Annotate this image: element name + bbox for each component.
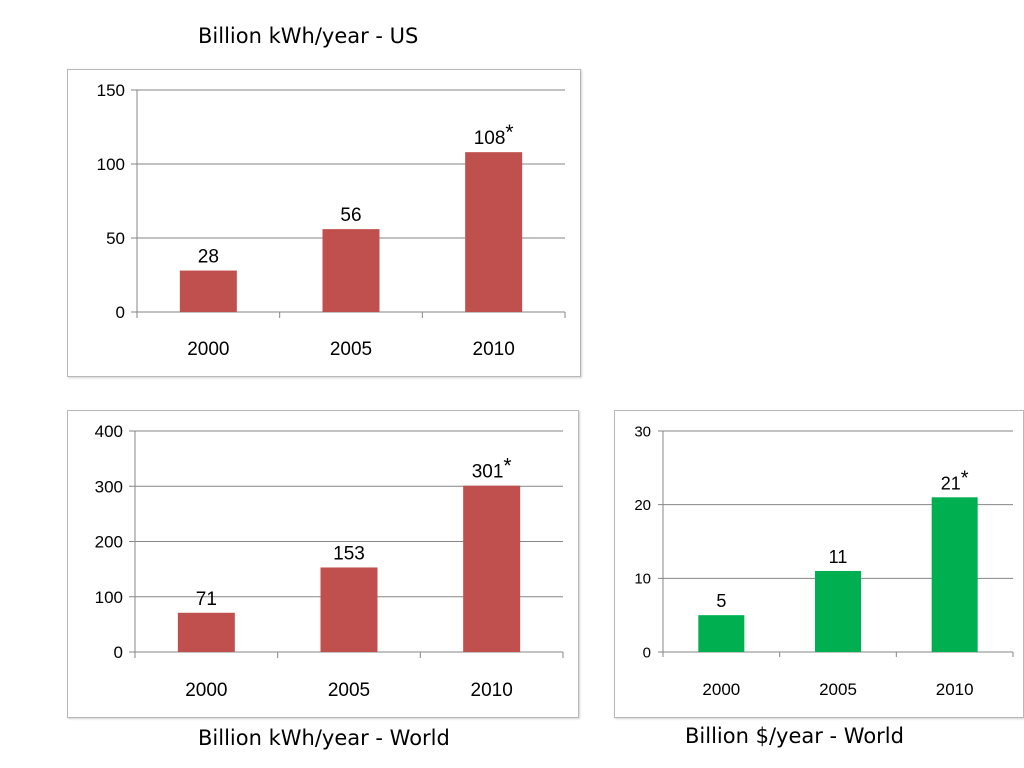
data-label: 21* bbox=[941, 467, 969, 493]
data-label-value: 301 bbox=[472, 462, 504, 483]
chart-panel-dollar: 0 10 20 30 5 2000 11 2005 21* 2010 bbox=[614, 410, 1024, 718]
x-tick-label: 2005 bbox=[328, 680, 370, 701]
x-tick-label: 2005 bbox=[330, 339, 372, 360]
x-tick-label: 2000 bbox=[185, 680, 227, 701]
data-label: 301* bbox=[472, 455, 512, 483]
bar-chart-world: 0 100 200 300 400 71 2000 153 2005 301* 2010 bbox=[95, 422, 564, 701]
y-tick-label: 100 bbox=[95, 588, 123, 607]
bar-chart-us: 0 50 100 150 28 2000 56 2005 108* 2010 bbox=[97, 81, 566, 360]
data-label: 5 bbox=[716, 591, 726, 611]
data-label-value: 5 bbox=[716, 591, 726, 611]
bar-chart-dollar: 0 10 20 30 5 2000 11 2005 21* 2010 bbox=[634, 423, 1014, 699]
data-label-value: 11 bbox=[829, 547, 848, 567]
y-tick-label: 150 bbox=[97, 81, 125, 100]
data-label: 153 bbox=[333, 543, 365, 564]
chart-title-dollar: Billion $/year - World bbox=[685, 724, 904, 748]
chart-title-world: Billion kWh/year - World bbox=[198, 726, 450, 750]
y-tick-label: 10 bbox=[634, 571, 651, 588]
y-tick-label: 400 bbox=[95, 422, 123, 441]
bar-2000 bbox=[177, 612, 235, 652]
y-tick-label: 50 bbox=[106, 229, 125, 248]
footnote-star: * bbox=[505, 121, 513, 144]
bar-2010 bbox=[931, 497, 978, 652]
bar-2005 bbox=[815, 570, 861, 652]
data-label-value: 56 bbox=[340, 205, 361, 226]
footnote-star: * bbox=[961, 467, 969, 489]
data-label-value: 71 bbox=[196, 589, 217, 610]
bar-2005 bbox=[320, 567, 378, 652]
x-tick-label: 2000 bbox=[702, 680, 740, 699]
chart-panel-world: 0 100 200 300 400 71 2000 153 2005 301* 2010 bbox=[67, 410, 579, 718]
y-tick-label: 0 bbox=[643, 644, 651, 661]
bar-2000 bbox=[698, 615, 745, 652]
data-label-value: 153 bbox=[333, 543, 365, 564]
y-tick-label: 20 bbox=[634, 497, 651, 514]
data-label-value: 28 bbox=[198, 247, 219, 268]
bar-2010 bbox=[465, 152, 523, 312]
data-label: 71 bbox=[196, 589, 217, 610]
bar-2005 bbox=[322, 229, 380, 312]
y-tick-label: 100 bbox=[97, 155, 125, 174]
chart-panel-us: 0 50 100 150 28 2000 56 2005 108* 2010 bbox=[67, 69, 581, 377]
data-label: 56 bbox=[340, 205, 361, 226]
data-label: 11 bbox=[829, 547, 848, 567]
x-tick-label: 2000 bbox=[187, 339, 229, 360]
bar-2000 bbox=[179, 270, 237, 312]
y-tick-label: 200 bbox=[95, 533, 123, 552]
y-tick-label: 0 bbox=[114, 643, 123, 662]
footnote-star: * bbox=[503, 455, 511, 478]
data-label: 108* bbox=[474, 121, 514, 149]
data-label-value: 108 bbox=[474, 128, 506, 149]
x-tick-label: 2010 bbox=[471, 680, 513, 701]
chart-title-us: Billion kWh/year - US bbox=[198, 24, 419, 48]
x-tick-label: 2005 bbox=[819, 680, 857, 699]
data-label-value: 21 bbox=[941, 473, 961, 493]
x-tick-label: 2010 bbox=[473, 339, 515, 360]
y-tick-label: 30 bbox=[634, 423, 651, 440]
data-label: 28 bbox=[198, 247, 219, 268]
y-tick-label: 300 bbox=[95, 477, 123, 496]
x-tick-label: 2010 bbox=[936, 680, 974, 699]
bar-2010 bbox=[463, 485, 521, 652]
y-tick-label: 0 bbox=[116, 303, 125, 322]
